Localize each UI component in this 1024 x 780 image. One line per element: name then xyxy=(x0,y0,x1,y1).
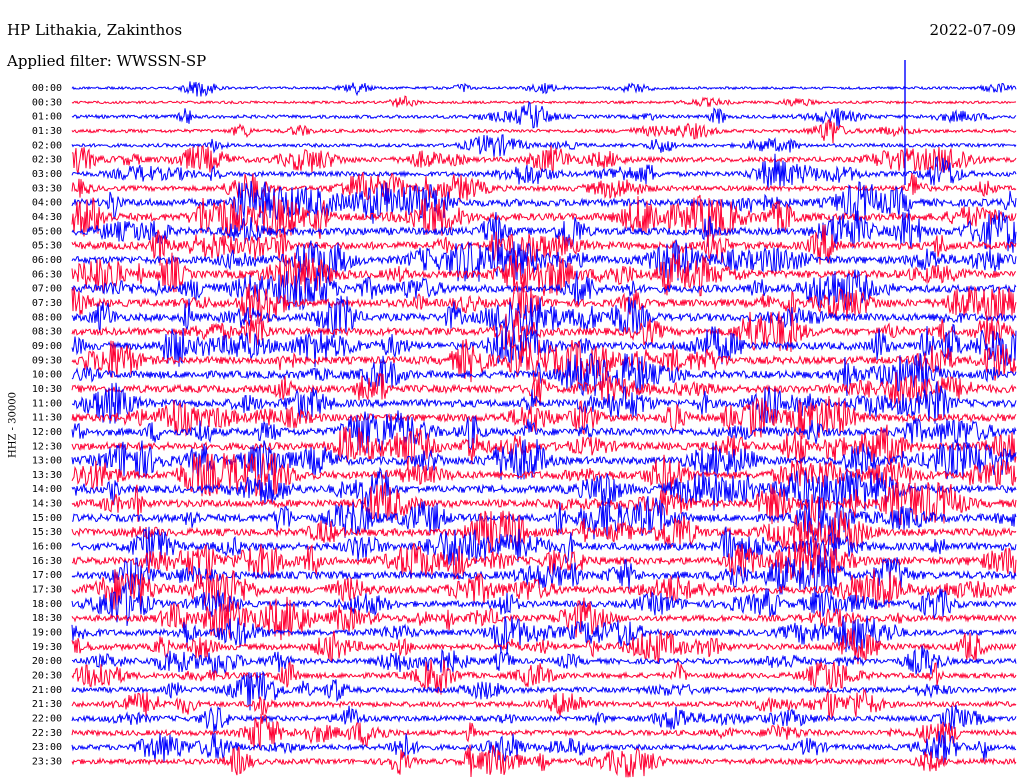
trace-line xyxy=(71,670,1017,711)
row-time-label: 13:00 xyxy=(32,456,62,467)
row-time-label: 14:00 xyxy=(32,484,62,495)
row-time-label: 05:00 xyxy=(32,226,62,237)
trace-line xyxy=(71,224,1017,266)
row-time-label: 16:00 xyxy=(32,542,62,553)
row-time-label: 17:00 xyxy=(32,570,62,581)
row-time-label: 10:00 xyxy=(32,370,62,381)
row-time-label: 20:30 xyxy=(32,671,62,682)
row-time-label: 23:30 xyxy=(32,757,62,768)
trace-line xyxy=(71,267,1017,311)
row-time-label: 10:30 xyxy=(32,384,62,395)
row-time-label: 20:00 xyxy=(32,656,62,667)
row-time-label: 01:00 xyxy=(32,112,62,123)
trace-line xyxy=(71,100,1017,129)
row-time-label: 16:30 xyxy=(32,556,62,567)
trace-line xyxy=(71,210,1017,253)
trace-line xyxy=(71,704,1017,734)
trace-line xyxy=(71,171,1017,203)
trace-line xyxy=(71,645,1017,676)
row-time-label: 07:30 xyxy=(32,298,62,309)
row-time-label: 15:00 xyxy=(32,513,62,524)
row-time-label: 06:30 xyxy=(32,269,62,280)
trace-line xyxy=(71,410,1017,454)
trace-line xyxy=(71,153,1017,191)
row-time-label: 22:00 xyxy=(32,714,62,725)
row-time-label: 08:30 xyxy=(32,327,62,338)
trace-line xyxy=(71,554,1017,598)
trace-line xyxy=(71,713,1017,751)
trace-line xyxy=(71,496,1017,541)
row-time-label: 12:30 xyxy=(32,441,62,452)
trace-line xyxy=(71,581,1017,626)
row-time-label: 19:30 xyxy=(32,642,62,653)
trace-line xyxy=(71,281,1017,325)
row-time-label: 04:00 xyxy=(32,198,62,209)
row-time-label: 01:30 xyxy=(32,126,62,137)
trace-line xyxy=(71,744,1017,778)
row-time-label: 02:00 xyxy=(32,140,62,151)
trace-line xyxy=(71,134,1017,157)
trace-line xyxy=(71,627,1017,665)
trace-line xyxy=(71,381,1017,425)
row-time-label: 04:30 xyxy=(32,212,62,223)
trace-line xyxy=(71,439,1017,480)
row-time-label: 00:00 xyxy=(32,83,62,94)
trace-line xyxy=(71,659,1017,695)
row-time-label: 22:30 xyxy=(32,728,62,739)
trace-line xyxy=(71,526,1017,567)
row-time-label: 11:30 xyxy=(32,413,62,424)
row-time-label: 13:30 xyxy=(32,470,62,481)
trace-line xyxy=(71,453,1017,497)
trace-line xyxy=(71,352,1017,397)
row-time-label: 21:30 xyxy=(32,699,62,710)
trace-line xyxy=(71,466,1017,511)
trace-line xyxy=(71,395,1017,440)
row-time-label: 08:00 xyxy=(32,312,62,323)
trace-line xyxy=(71,295,1017,339)
trace-line xyxy=(71,252,1017,297)
trace-line xyxy=(71,731,1017,765)
trace-line xyxy=(71,81,1017,97)
row-time-label: 14:30 xyxy=(32,499,62,510)
row-time-label: 23:00 xyxy=(32,742,62,753)
trace-line xyxy=(71,688,1017,721)
row-time-label: 19:00 xyxy=(32,628,62,639)
trace-line xyxy=(71,118,1017,144)
trace-line xyxy=(71,568,1017,611)
trace-line xyxy=(71,338,1017,384)
trace-line xyxy=(71,510,1017,554)
row-time-label: 09:00 xyxy=(32,341,62,352)
trace-line xyxy=(71,180,1017,224)
trace-line xyxy=(71,309,1017,353)
trace-line xyxy=(71,144,1017,174)
row-time-label: 18:00 xyxy=(32,599,62,610)
row-time-label: 15:30 xyxy=(32,527,62,538)
row-time-label: 21:00 xyxy=(32,685,62,696)
station-title: HP Lithakia, Zakinthos xyxy=(7,21,183,39)
row-time-label: 11:00 xyxy=(32,398,62,409)
row-time-label: 00:30 xyxy=(32,97,62,108)
trace-line xyxy=(71,323,1017,368)
row-time-label: 07:00 xyxy=(32,284,62,295)
row-time-label: 06:00 xyxy=(32,255,62,266)
filter-label: Applied filter: WWSSN-SP xyxy=(7,52,207,70)
row-time-label: 02:30 xyxy=(32,155,62,166)
row-time-label: 03:30 xyxy=(32,183,62,194)
row-time-label: 09:30 xyxy=(32,355,62,366)
trace-line xyxy=(71,367,1017,408)
row-time-label: 05:30 xyxy=(32,241,62,252)
trace-line xyxy=(71,539,1017,581)
date-label: 2022-07-09 xyxy=(929,21,1016,39)
row-time-label: 18:30 xyxy=(32,613,62,624)
row-time-label: 03:00 xyxy=(32,169,62,180)
trace-line xyxy=(71,596,1017,641)
trace-line xyxy=(71,615,1017,655)
trace-line xyxy=(71,239,1017,282)
row-time-label: 12:00 xyxy=(32,427,62,438)
row-time-label: 17:30 xyxy=(32,585,62,596)
trace-line xyxy=(71,482,1017,526)
trace-line xyxy=(71,95,1017,108)
